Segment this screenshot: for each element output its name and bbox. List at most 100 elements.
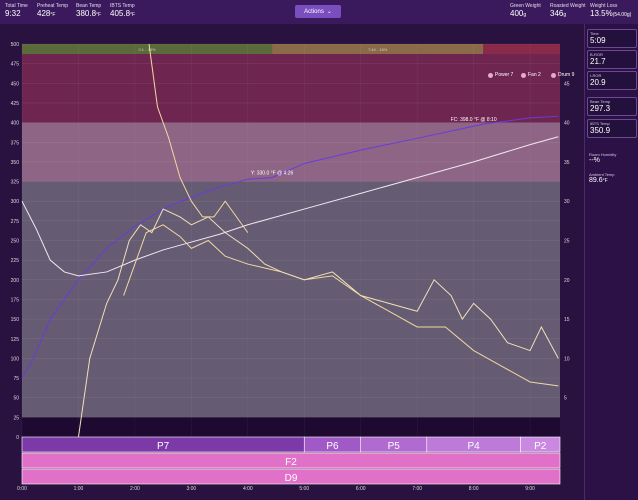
legend-power: Power 7 <box>488 72 513 78</box>
y-tick-label: 125 <box>11 337 20 343</box>
y2-tick-label: 40 <box>564 121 570 127</box>
y-tick-label: 475 <box>11 62 20 68</box>
right-sidebar: Time 5:09 B-ROR 21.7 I-ROR 20.9 Bean Tem… <box>584 24 638 500</box>
stat-unit: °F <box>50 12 56 18</box>
actions-label: Actions <box>304 8 324 15</box>
y-tick-label: 425 <box>11 101 20 107</box>
card-value: 350.9 <box>590 126 611 135</box>
top-stats-bar: Total Time 9:32 Preheat Temp 428°F Bean … <box>0 0 638 24</box>
legend-fan: Fan 2 <box>521 72 541 78</box>
stat-preheat-temp: Preheat Temp 428°F <box>37 3 68 20</box>
phase-drum-d9 <box>21 468 561 485</box>
x-tick-label: 4:00 <box>243 486 253 492</box>
y-tick-label: 25 <box>13 415 19 421</box>
phase-label: P7 <box>157 441 170 452</box>
stat-total-time: Total Time 9:32 <box>5 3 28 19</box>
ambient-temp-unit: °F <box>602 178 608 184</box>
y2-tick-label: 45 <box>564 81 570 87</box>
card-label: Time <box>590 31 599 36</box>
y-tick-label: 175 <box>11 297 20 303</box>
y-tick-label: 100 <box>11 356 20 362</box>
y-tick-label: 200 <box>11 278 20 284</box>
stat-unit: (54.00g) <box>612 12 632 18</box>
y2-tick-label: 35 <box>564 160 570 166</box>
stat-bean-temp: Bean Temp 380.8°F <box>76 3 101 20</box>
y-tick-label: 275 <box>11 219 20 225</box>
stat-value: 380.8 <box>76 9 97 18</box>
stat-label: Total Time <box>5 3 28 9</box>
zone-high <box>22 44 560 123</box>
y2-tick-label: 10 <box>564 356 570 362</box>
y-tick-label: 50 <box>13 396 19 402</box>
stat-value: 405.8 <box>110 9 131 18</box>
stat-label: Weight Loss <box>590 3 618 9</box>
y-tick-label: 250 <box>11 239 20 245</box>
roast-chart[interactable]: 0:1 - 48% 7:46 - 18%255075100125150175200… <box>0 24 584 500</box>
stat-weight-loss: Weight Loss 13.5%(54.00g) <box>590 3 631 20</box>
card-value: 21.7 <box>590 57 606 66</box>
x-tick-label: 6:00 <box>356 486 366 492</box>
stat-unit: °F <box>96 12 102 18</box>
card-label: Bean Temp <box>590 99 611 104</box>
x-tick-label: 7:00 <box>412 486 422 492</box>
stat-label: Green Weight <box>510 3 541 9</box>
ambient-temp-label: Ambient Temp <box>589 172 615 177</box>
phase-label: D9 <box>285 473 298 484</box>
card-time: Time 5:09 <box>587 29 637 48</box>
stat-value: 13.5% <box>590 9 613 18</box>
stat-unit: g <box>563 12 567 18</box>
actions-button[interactable]: Actions ⌄ <box>295 5 341 18</box>
x-tick-label: 0:00 <box>17 486 27 492</box>
room-humidity-value: --% <box>589 157 600 164</box>
y-tick-label: 150 <box>11 317 20 323</box>
y-tick-label: 75 <box>13 376 19 382</box>
series-line-3 <box>77 208 559 438</box>
band-label-1: 7:46 - 18% <box>368 47 388 52</box>
y-tick-label: 350 <box>11 160 20 166</box>
card-ibts-temp: IBTS Temp 350.9 <box>587 119 637 138</box>
y2-tick-label: 20 <box>564 278 570 284</box>
band-1 <box>272 44 484 54</box>
stat-label: Preheat Temp <box>37 3 69 9</box>
y-tick-label: 0 <box>16 435 19 441</box>
legend-label: Drum 9 <box>558 72 575 78</box>
band-label-0: 0:1 - 48% <box>138 47 156 52</box>
x-tick-label: 8:00 <box>469 486 479 492</box>
y-tick-label: 325 <box>11 180 20 186</box>
card-b-ror: B-ROR 21.7 <box>587 50 637 69</box>
legend-drum: Drum 9 <box>551 72 574 78</box>
card-value: 20.9 <box>590 78 606 87</box>
y2-tick-label: 30 <box>564 199 570 205</box>
y-tick-label: 300 <box>11 199 20 205</box>
phase-label: P5 <box>388 441 401 452</box>
stat-value: 400 <box>510 9 524 18</box>
legend-dot-icon <box>488 72 493 78</box>
band-0 <box>22 44 273 54</box>
stat-value: 9:32 <box>5 9 21 18</box>
annotation-fc: FC: 398.0 °F @ 8:10 <box>451 117 497 123</box>
annotation-y: Y: 330.0 °F @ 4:26 <box>251 170 294 176</box>
phase-label: P2 <box>534 441 547 452</box>
zone-mid <box>22 122 560 182</box>
legend-dot-icon <box>551 72 556 78</box>
ambient-temp-value: 89.6 <box>589 177 603 184</box>
stat-label: Bean Temp <box>76 3 102 9</box>
series-line-2 <box>123 224 559 387</box>
legend-label: Fan 2 <box>528 72 541 78</box>
card-label: IBTS Temp <box>590 121 610 126</box>
card-i-ror: I-ROR 20.9 <box>587 71 637 90</box>
stat-roasted-weight: Roasted Weight 346g <box>550 3 585 20</box>
y-tick-label: 400 <box>11 121 20 127</box>
x-tick-label: 5:00 <box>299 486 309 492</box>
legend-label: Power 7 <box>495 72 514 78</box>
series-line-0 <box>21 115 559 379</box>
room-humidity-label: Room Humidity <box>589 152 617 157</box>
y2-tick-label: 25 <box>564 239 570 245</box>
stat-label: Roasted Weight <box>550 3 586 9</box>
zone-low <box>22 181 560 418</box>
y-tick-label: 375 <box>11 140 20 146</box>
stat-unit: °F <box>130 12 136 18</box>
phase-fan-f2 <box>21 452 561 469</box>
stat-label: IBTS Temp <box>110 3 135 9</box>
y-tick-label: 225 <box>11 258 20 264</box>
